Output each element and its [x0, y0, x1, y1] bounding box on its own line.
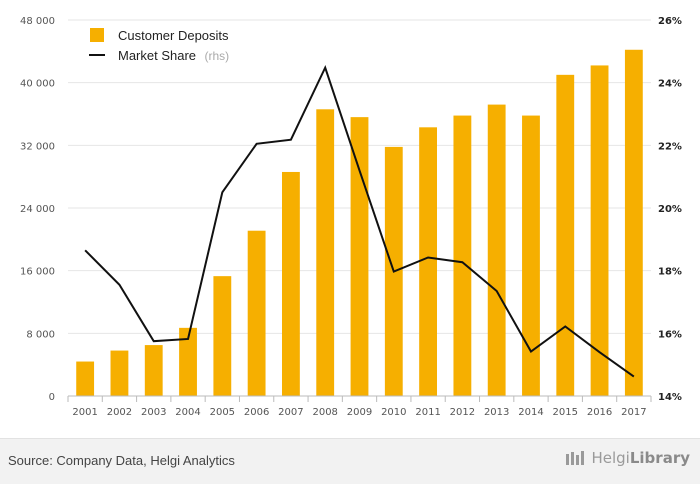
y-left-tick-label: 0 [49, 392, 55, 403]
combo-chart: 0 8 000 16 000 24 000 32 000 40 000 48 000 14%… [20, 16, 682, 418]
x-tick-label: 2003 [141, 407, 166, 418]
bar [487, 104, 506, 396]
bar [110, 350, 129, 396]
bar [76, 361, 95, 396]
logo-text-light: Helgi [591, 449, 630, 467]
x-tick-label: 2001 [72, 407, 97, 418]
bar [316, 109, 335, 397]
x-tick-label: 2005 [210, 407, 235, 418]
x-axis: 2001 2002 2003 2004 2005 2006 2007 2008 2009 2010… [67, 395, 652, 418]
bar-series-customer-deposits [76, 49, 643, 397]
legend-label-customer-deposits: Customer Deposits [118, 28, 229, 43]
bar [522, 115, 540, 397]
x-tick-label: 2014 [518, 407, 543, 418]
y-right-tick-label: 14% [658, 392, 682, 403]
library-logo-icon [566, 451, 585, 465]
x-tick-label: 2004 [175, 407, 200, 418]
x-tick-label: 2008 [312, 407, 337, 418]
legend-swatch-customer-deposits [90, 28, 104, 42]
bar [144, 345, 163, 396]
y-right-tick-label: 18% [658, 267, 682, 278]
x-tick-label: 2009 [347, 407, 372, 418]
x-tick-label: 2013 [484, 407, 509, 418]
y-left-tick-label: 32 000 [20, 141, 55, 152]
y-axis-left: 0 8 000 16 000 24 000 32 000 40 000 48 000 [20, 16, 55, 403]
y-right-tick-label: 26% [658, 16, 682, 27]
x-tick-label: 2011 [415, 407, 440, 418]
market-share-line [84, 64, 635, 378]
bar [247, 230, 266, 396]
bar [624, 49, 643, 397]
bar [419, 127, 438, 397]
x-tick-label: 2006 [244, 407, 269, 418]
y-right-tick-label: 20% [658, 204, 682, 215]
legend: Customer Deposits Market Share (rhs) [89, 28, 229, 64]
legend-label-market-share-suffix: (rhs) [205, 49, 230, 63]
y-left-tick-label: 8 000 [26, 329, 55, 340]
y-right-tick-label: 24% [658, 79, 682, 90]
y-left-tick-label: 40 000 [20, 79, 55, 90]
x-tick-label: 2007 [278, 407, 303, 418]
bar [350, 117, 369, 396]
y-left-tick-label: 24 000 [20, 204, 55, 215]
x-tick-label: 2017 [621, 407, 646, 418]
logo-text-bold: Library [629, 449, 690, 467]
bar [453, 115, 472, 397]
footer: Source: Company Data, Helgi Analytics He… [0, 438, 700, 484]
x-tick-label: 2015 [553, 407, 578, 418]
legend-label-market-share: Market Share (rhs) [118, 47, 229, 64]
bar [213, 276, 232, 396]
y-right-tick-label: 22% [658, 141, 682, 152]
x-tick-label: 2012 [450, 407, 475, 418]
legend-label-market-share-name: Market Share [118, 48, 196, 63]
helgi-library-logo: HelgiLibrary [565, 449, 690, 467]
y-left-tick-label: 48 000 [20, 16, 55, 27]
y-right-tick-label: 16% [658, 329, 682, 340]
line-series-market-share [84, 64, 635, 378]
bar [556, 74, 575, 396]
x-tick-label: 2010 [381, 407, 406, 418]
x-tick-label: 2002 [107, 407, 132, 418]
bar [281, 171, 300, 396]
y-axis-right: 14% 16% 18% 20% 22% 24% 26% [658, 16, 682, 403]
source-note: Source: Company Data, Helgi Analytics [8, 453, 235, 468]
y-left-tick-label: 16 000 [20, 267, 55, 278]
x-tick-label: 2016 [587, 407, 612, 418]
bar [179, 327, 197, 396]
bar [590, 65, 609, 396]
